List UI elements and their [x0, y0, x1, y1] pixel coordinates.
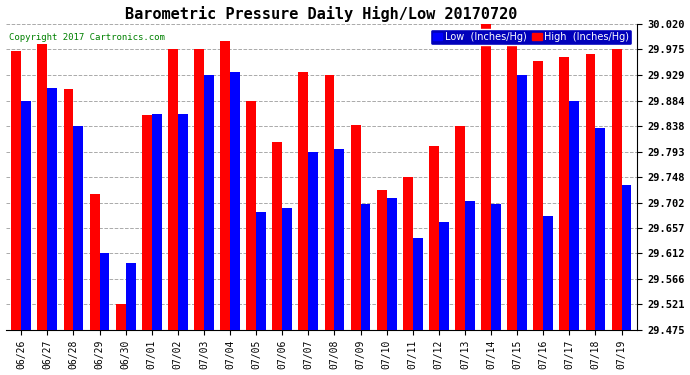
Bar [37, 44, 48, 330]
Bar [282, 208, 292, 330]
Bar [116, 304, 126, 330]
Bar [351, 125, 361, 330]
Bar [256, 212, 266, 330]
Bar [377, 190, 386, 330]
Bar [246, 100, 256, 330]
Title: Barometric Pressure Daily High/Low 20170720: Barometric Pressure Daily High/Low 20170… [125, 6, 518, 21]
Bar [403, 177, 413, 330]
Bar [168, 50, 178, 330]
Text: Copyright 2017 Cartronics.com: Copyright 2017 Cartronics.com [9, 33, 165, 42]
Bar [335, 149, 344, 330]
Bar [465, 201, 475, 330]
Bar [517, 75, 527, 330]
Bar [586, 54, 595, 330]
Bar [273, 142, 282, 330]
Bar [126, 264, 135, 330]
Bar [560, 57, 569, 330]
Bar [152, 114, 161, 330]
Bar [595, 128, 605, 330]
Bar [48, 88, 57, 330]
Bar [63, 89, 73, 330]
Bar [491, 204, 501, 330]
Bar [178, 114, 188, 330]
Legend: Low  (Inches/Hg), High  (Inches/Hg): Low (Inches/Hg), High (Inches/Hg) [430, 29, 632, 45]
Bar [324, 75, 335, 330]
Bar [622, 185, 631, 330]
Bar [361, 204, 371, 330]
Bar [73, 126, 83, 330]
Bar [413, 238, 423, 330]
Bar [543, 216, 553, 330]
Bar [11, 51, 21, 330]
Bar [230, 72, 240, 330]
Bar [194, 50, 204, 330]
Bar [90, 194, 99, 330]
Bar [439, 222, 449, 330]
Bar [308, 152, 318, 330]
Bar [481, 24, 491, 330]
Bar [21, 100, 31, 330]
Bar [569, 100, 580, 330]
Bar [429, 146, 439, 330]
Bar [204, 75, 214, 330]
Bar [142, 115, 152, 330]
Bar [99, 254, 110, 330]
Bar [611, 50, 622, 330]
Bar [455, 126, 465, 330]
Bar [298, 72, 308, 330]
Bar [507, 30, 517, 330]
Bar [386, 198, 397, 330]
Bar [220, 41, 230, 330]
Bar [533, 61, 543, 330]
